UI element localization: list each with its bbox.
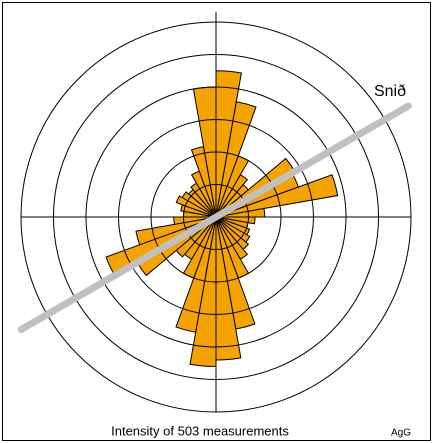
sector: [135, 216, 217, 246]
profile-label: Snið: [374, 83, 406, 100]
caption: Intensity of 503 measurements: [111, 423, 289, 438]
profile-line: [17, 102, 412, 333]
credit: AgG: [391, 428, 411, 439]
sector: [215, 174, 249, 218]
sector: [181, 191, 217, 218]
